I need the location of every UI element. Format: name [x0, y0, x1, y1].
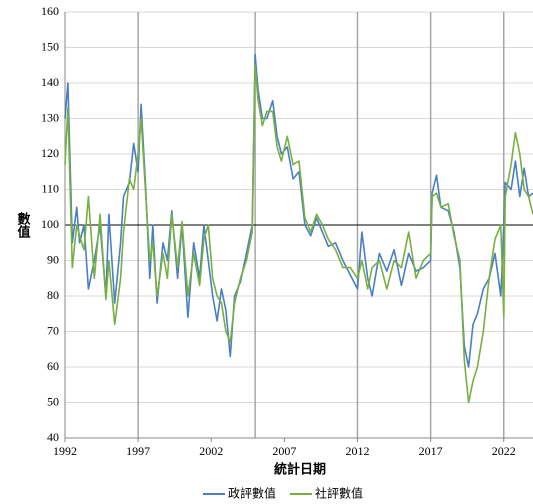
y-tick-label: 140: [41, 75, 59, 89]
y-tick-label: 100: [41, 217, 59, 231]
x-tick-label: 1992: [53, 444, 77, 458]
x-tick-label: 2002: [199, 444, 223, 458]
y-tick-label: 120: [41, 146, 59, 160]
y-tick-label: 90: [47, 252, 59, 266]
y-tick-label: 130: [41, 110, 59, 124]
x-tick-label: 2007: [272, 444, 296, 458]
y-tick-label: 110: [41, 181, 59, 195]
y-axis-label: 數值: [15, 211, 31, 239]
y-tick-label: 40: [47, 430, 59, 444]
y-tick-label: 150: [41, 39, 59, 53]
y-tick-label: 50: [47, 394, 59, 408]
legend-label: 政評數值: [228, 486, 276, 501]
x-tick-label: 2012: [346, 444, 370, 458]
series-line: [64, 64, 533, 404]
y-tick-label: 60: [47, 359, 59, 373]
x-tick-label: 2022: [492, 444, 516, 458]
y-tick-label: 80: [47, 288, 59, 302]
y-tick-label: 160: [41, 4, 59, 18]
x-tick-label: 2017: [419, 444, 443, 458]
x-axis-label: 統計日期: [274, 462, 326, 478]
legend-label: 社評數值: [315, 486, 363, 501]
y-tick-label: 70: [47, 323, 59, 337]
x-tick-label: 1997: [126, 444, 150, 458]
